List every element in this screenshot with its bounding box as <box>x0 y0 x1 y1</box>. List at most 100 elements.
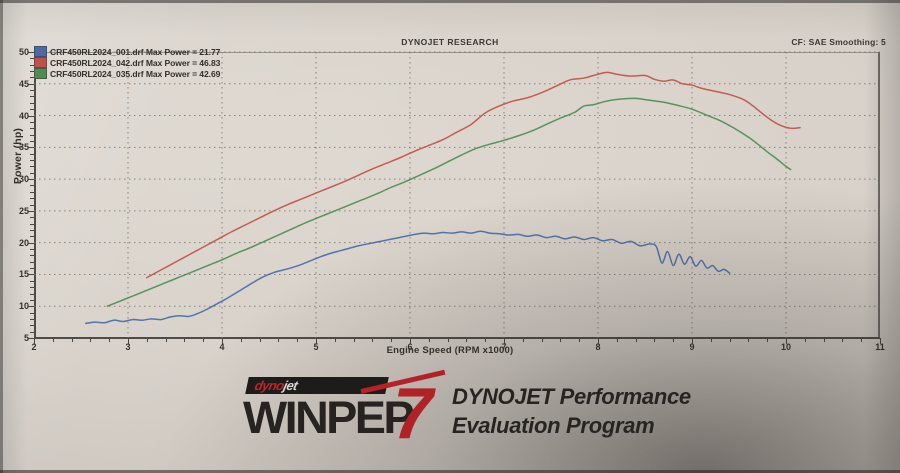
legend-swatch-red <box>34 57 47 68</box>
y-axis-minor-tick <box>30 204 34 206</box>
y-axis-tick-label: 25 <box>18 205 29 216</box>
y-axis-minor-tick <box>30 140 34 142</box>
y-axis-minor-tick <box>30 287 34 289</box>
y-axis-minor-tick <box>30 255 34 257</box>
y-axis-minor-tick <box>30 134 34 136</box>
x-axis-minor-tick <box>278 338 280 342</box>
x-axis-minor-tick <box>748 338 750 342</box>
x-axis-minor-tick <box>391 338 393 342</box>
y-axis-minor-tick <box>30 90 34 92</box>
x-axis-minor-tick <box>579 338 581 342</box>
y-axis-minor-tick <box>30 325 34 327</box>
y-axis-minor-tick <box>30 318 34 320</box>
series-line <box>84 230 731 325</box>
y-axis-tick-label: 40 <box>18 110 29 121</box>
x-axis-minor-tick <box>842 338 844 342</box>
x-axis-minor-tick <box>485 338 487 342</box>
legend-item[interactable]: CRF450RL2024_001.drf Max Power = 21.77 <box>34 46 220 57</box>
y-axis-tick-label: 15 <box>18 269 29 280</box>
x-axis-tick-label: 7 <box>501 342 507 352</box>
x-axis-minor-tick <box>466 338 468 342</box>
y-axis-minor-tick <box>30 223 34 225</box>
y-axis-minor-tick <box>30 198 34 200</box>
legend-item[interactable]: CRF450RL2024_042.drf Max Power = 46.83 <box>34 57 220 68</box>
x-axis-label: Engine Speed (RPM x1000) <box>386 345 514 356</box>
legend-label: CRF450RL2024_035.drf Max Power = 42.69 <box>50 68 221 79</box>
y-axis-minor-tick <box>30 299 34 301</box>
x-axis-minor-tick <box>767 338 769 342</box>
curve-layer <box>84 71 801 325</box>
tagline: DYNOJET Performance Evaluation Program <box>452 382 782 440</box>
x-axis-minor-tick <box>635 338 637 342</box>
x-axis-minor-tick <box>560 338 562 342</box>
x-axis-minor-tick <box>654 338 656 342</box>
y-axis-tick-label: 35 <box>18 142 29 153</box>
y-axis-label: Power (hp) <box>12 127 24 185</box>
wordmark-prefix: dyno <box>253 378 286 393</box>
version-seven: 7 <box>393 374 433 454</box>
x-axis-minor-tick <box>823 338 825 342</box>
sheet-edge-bottom <box>0 470 900 473</box>
x-axis-minor-tick <box>673 338 675 342</box>
y-axis-tick-label: 5 <box>23 333 29 343</box>
y-axis-minor-tick <box>30 96 34 98</box>
y-axis-minor-tick <box>30 102 34 104</box>
x-axis-minor-tick <box>259 338 261 342</box>
x-axis-tick-label: 3 <box>125 342 131 352</box>
x-axis-minor-tick <box>541 338 543 342</box>
series-line <box>106 97 792 307</box>
plot-area: 5 10 15 20 25 30 35 40 45 50 2 3 4 5 6 7 8 9 10 11 <box>19 47 885 352</box>
legend-label: CRF450RL2024_042.drf Max Power = 46.83 <box>50 57 221 68</box>
series-line <box>146 71 801 279</box>
y-axis-minor-tick <box>30 217 34 219</box>
legend-label: CRF450RL2024_001.drf Max Power = 21.77 <box>50 46 221 57</box>
x-axis-minor-tick <box>447 338 449 342</box>
x-axis-tick-label: 9 <box>689 342 695 352</box>
x-axis-minor-tick <box>109 338 111 342</box>
x-axis-minor-tick <box>146 338 148 342</box>
x-axis-minor-tick <box>616 338 618 342</box>
x-axis-tick-label: 8 <box>595 342 601 352</box>
x-axis-minor-tick <box>297 338 299 342</box>
x-axis-minor-tick <box>90 338 92 342</box>
winpep-logo: dynojet WINPEP 7 <box>243 369 458 454</box>
x-axis-minor-tick <box>710 338 712 342</box>
legend-swatch-blue <box>34 46 47 57</box>
x-axis-tick-label: 10 <box>780 342 792 352</box>
y-axis-tick-label: 20 <box>18 237 29 248</box>
x-axis-minor-tick <box>353 338 355 342</box>
x-axis-minor-tick <box>52 338 54 342</box>
legend-swatch-green <box>34 68 47 79</box>
x-axis-minor-tick <box>861 338 863 342</box>
dynojet-wordmark: dynojet <box>253 378 298 393</box>
y-axis-tick-label: 45 <box>18 78 29 89</box>
x-axis-minor-tick <box>240 338 242 342</box>
x-axis-minor-tick <box>203 338 205 342</box>
sheet-edge-top <box>0 0 900 3</box>
y-axis-minor-tick <box>30 172 34 174</box>
plot-svg <box>34 51 880 338</box>
x-axis-tick-label: 2 <box>31 342 37 352</box>
grid-layer <box>34 51 880 338</box>
y-axis-minor-tick <box>30 312 34 314</box>
dyno-chart: DYNOJET RESEARCH CF: SAE Smoothing: 5 CR… <box>12 37 886 356</box>
y-axis-minor-tick <box>30 109 34 111</box>
x-axis-minor-tick <box>729 338 731 342</box>
legend-item[interactable]: CRF450RL2024_035.drf Max Power = 42.69 <box>34 68 220 79</box>
x-axis-minor-tick <box>372 338 374 342</box>
x-axis-minor-tick <box>804 338 806 342</box>
y-axis-minor-tick <box>30 121 34 123</box>
y-axis-minor-tick <box>30 185 34 187</box>
y-axis-minor-tick <box>30 166 34 168</box>
chart-legend: CRF450RL2024_001.drf Max Power = 21.77 C… <box>34 46 220 79</box>
y-axis-minor-tick <box>30 261 34 263</box>
x-axis-minor-tick <box>71 338 73 342</box>
y-axis-minor-tick <box>30 160 34 162</box>
chart-correction-info: CF: SAE Smoothing: 5 <box>791 37 886 47</box>
y-axis-tick-label: 10 <box>18 301 29 312</box>
winpep-branding: dynojet WINPEP 7 DYNOJET Performance Eva… <box>0 368 900 473</box>
y-axis-minor-tick <box>30 236 34 238</box>
tagline-line-2: Evaluation Program <box>452 413 655 438</box>
y-axis-tick-label: 50 <box>18 47 29 57</box>
y-axis-minor-tick <box>30 128 34 130</box>
